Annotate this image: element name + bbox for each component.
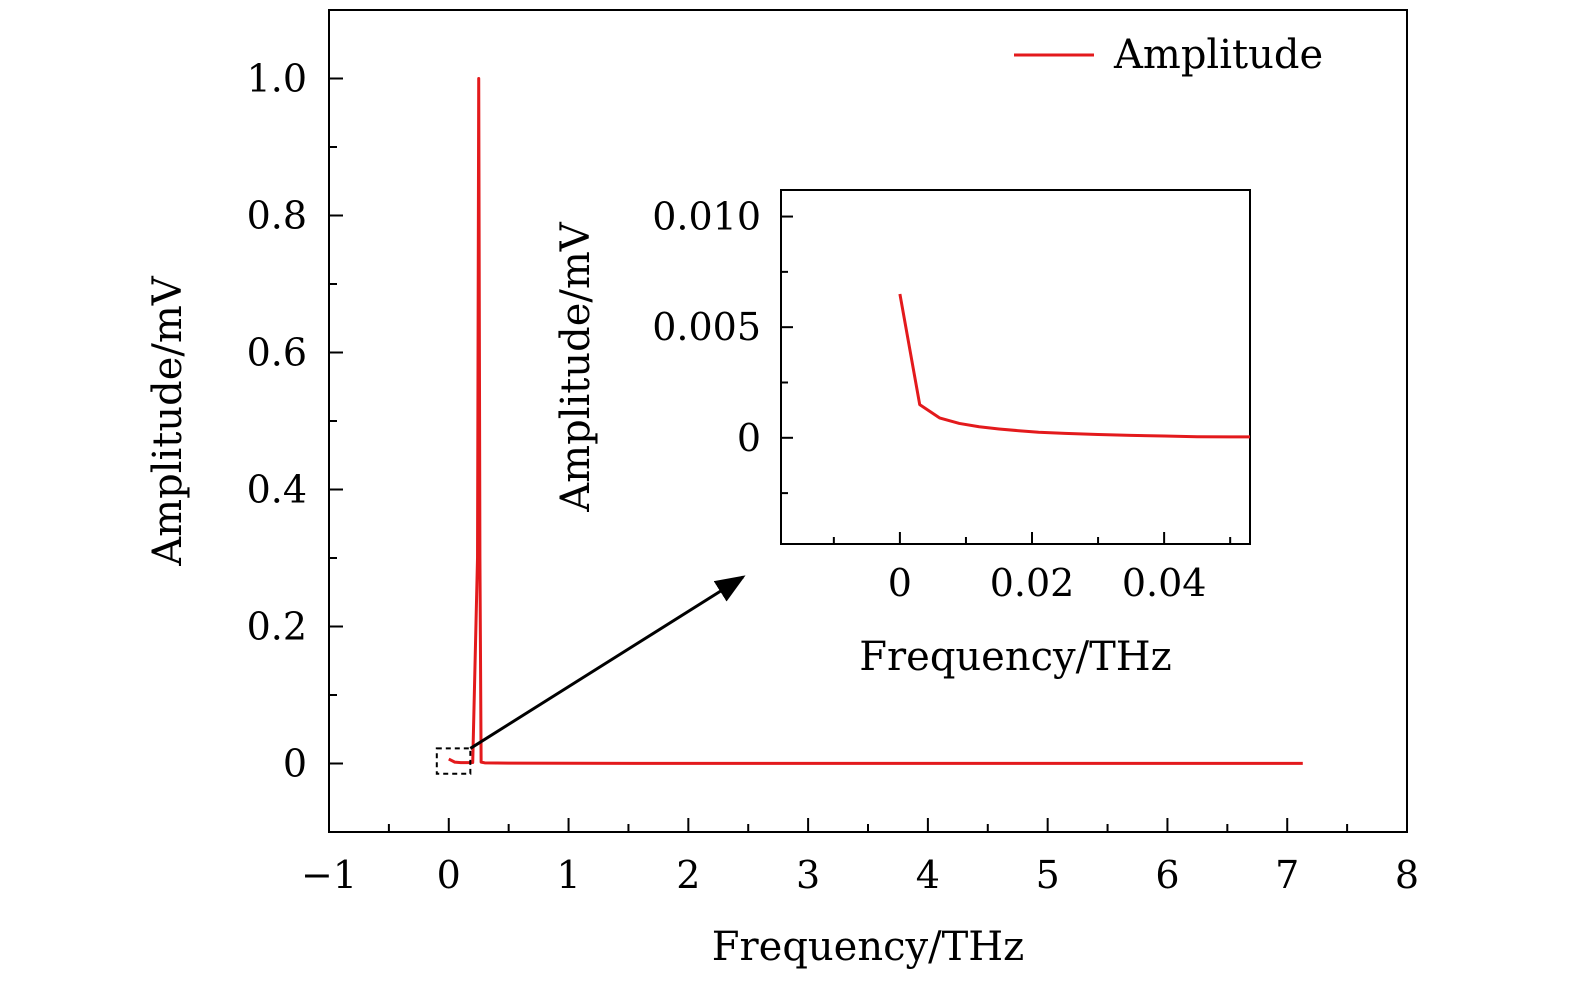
- main-ytick-label: 1.0: [247, 57, 307, 101]
- main-plot-series: [448, 77, 1303, 765]
- inset-y-axis-ticks: 0 0.005 0.010: [652, 195, 793, 495]
- main-xtick-label: 2: [676, 853, 700, 897]
- main-xtick-label: 7: [1275, 853, 1299, 897]
- main-ytick-label: 0.6: [247, 331, 307, 375]
- main-xtick-label: 4: [916, 853, 940, 897]
- main-plot: −1 0 1 2 3 4 5 6 7 8 0 0.2 0.4 0.6 0.8 1.0 Frequency/T…: [145, 9, 1419, 970]
- main-ytick-label: 0: [283, 742, 307, 786]
- main-y-axis-title: Amplitude/mV: [145, 275, 191, 567]
- inset-y-axis-title: Amplitude/mV: [553, 221, 599, 513]
- inset-ytick-label: 0: [737, 416, 761, 460]
- inset-xtick-label: 0.02: [990, 561, 1075, 605]
- main-xtick-label: 3: [796, 853, 820, 897]
- main-xtick-label: 8: [1395, 853, 1419, 897]
- main-ytick-label: 0.2: [247, 605, 307, 649]
- inset-ytick-label: 0.010: [652, 195, 761, 239]
- main-xtick-label: 6: [1155, 853, 1179, 897]
- inset-plot-frame: [780, 189, 1251, 545]
- main-xtick-label: −1: [301, 853, 357, 897]
- inset-xtick-label: 0.04: [1122, 561, 1207, 605]
- zoom-region-box: [435, 747, 472, 775]
- inset-plot: 0 0.02 0.04 0 0.005 0.010 Frequency/THz Ampl…: [553, 189, 1251, 680]
- zoom-arrow: [469, 575, 746, 750]
- main-x-axis-title: Frequency/THz: [712, 924, 1024, 970]
- legend: Amplitude: [1014, 32, 1323, 78]
- main-x-axis-ticks: −1 0 1 2 3 4 5 6 7 8: [301, 818, 1419, 897]
- main-xtick-label: 1: [556, 853, 580, 897]
- main-xtick-label: 0: [437, 853, 461, 897]
- main-xtick-label: 5: [1036, 853, 1060, 897]
- inset-x-axis-ticks: 0 0.02 0.04: [832, 532, 1232, 605]
- main-ytick-label: 0.4: [247, 468, 307, 512]
- inset-ytick-label: 0.005: [652, 305, 761, 349]
- inset-series-line: [898, 293, 1250, 439]
- inset-xtick-label: 0: [888, 561, 912, 605]
- main-series-line: [448, 77, 1303, 765]
- main-ytick-label: 0.8: [247, 194, 307, 238]
- main-y-axis-ticks: 0 0.2 0.4 0.6 0.8 1.0: [247, 9, 343, 833]
- inset-x-axis-title: Frequency/THz: [859, 634, 1171, 680]
- inset-plot-series: [898, 293, 1250, 439]
- legend-label: Amplitude: [1113, 32, 1323, 78]
